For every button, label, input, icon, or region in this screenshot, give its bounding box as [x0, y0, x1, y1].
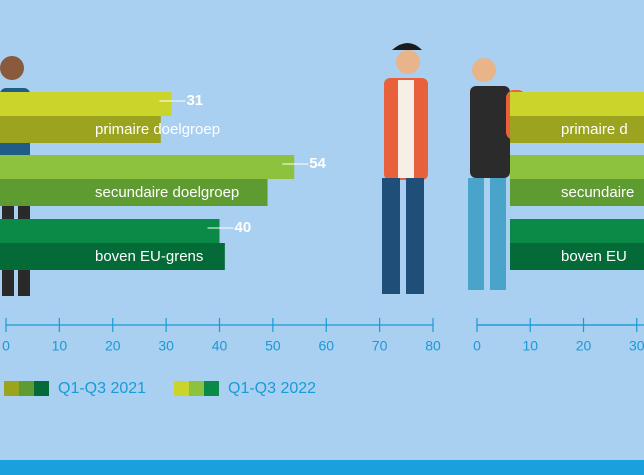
bar-cropped: [510, 243, 644, 270]
legend-swatch: [174, 381, 189, 396]
x-tick-label: 60: [318, 338, 334, 354]
legend-swatch: [4, 381, 19, 396]
legend-swatch: [204, 381, 219, 396]
x-tick-label: 40: [212, 338, 228, 354]
bar: [0, 116, 161, 143]
bar-cropped: [510, 155, 644, 179]
bar: [0, 219, 220, 243]
bar: [0, 92, 172, 116]
legend-swatch: [34, 381, 49, 396]
category-label: primaire d: [561, 121, 628, 138]
x-tick-label: 80: [425, 338, 441, 354]
legend-swatch: [189, 381, 204, 396]
x-tick-label: 30: [158, 338, 174, 354]
legend-label: Q1-Q3 2021: [58, 380, 146, 397]
x-tick-label: 50: [265, 338, 281, 354]
value-label: 40: [235, 219, 252, 236]
category-label: secundaire doelgroep: [95, 184, 239, 201]
illustration-man: [382, 43, 428, 294]
value-label: 54: [309, 155, 326, 172]
footer-band: [0, 460, 644, 475]
category-label: boven EU-grens: [95, 248, 203, 265]
bar-cropped: [510, 179, 644, 206]
x-tick-label: 10: [52, 338, 68, 354]
x-tick-label: 30: [629, 338, 644, 354]
bar: [0, 243, 225, 270]
x-tick-label: 0: [2, 338, 10, 354]
x-tick-label: 0: [473, 338, 481, 354]
category-label: secundaire: [561, 184, 634, 201]
x-tick-label: 20: [105, 338, 121, 354]
x-tick-label: 20: [576, 338, 592, 354]
bar-cropped: [510, 219, 644, 243]
category-label: boven EU: [561, 248, 627, 265]
legend-label: Q1-Q3 2022: [228, 380, 316, 397]
bar: [0, 179, 268, 206]
bar: [0, 155, 295, 179]
category-label: primaire doelgroep: [95, 121, 220, 138]
bar-cropped: [510, 92, 644, 116]
legend-swatch: [19, 381, 34, 396]
x-tick-label: 70: [372, 338, 388, 354]
value-label: 31: [186, 92, 203, 109]
x-tick-label: 10: [522, 338, 538, 354]
bar-cropped: [510, 116, 644, 143]
